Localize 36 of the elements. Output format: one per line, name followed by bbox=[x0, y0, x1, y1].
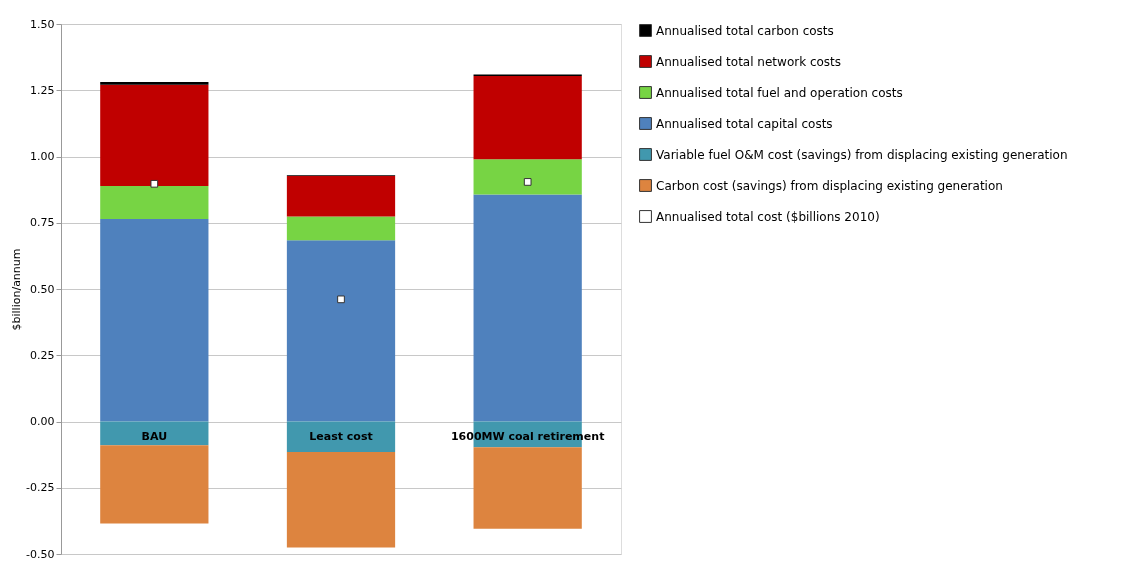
y-tick-label: 0.75 bbox=[30, 216, 55, 230]
bar bbox=[286, 176, 396, 217]
bar bbox=[286, 451, 396, 548]
bar bbox=[286, 216, 396, 241]
y-tick-label: 1.00 bbox=[30, 150, 55, 163]
y-tick-label: 1.25 bbox=[30, 83, 55, 97]
y-tick-label: 0.50 bbox=[30, 282, 55, 296]
y-tick-label: -0.25 bbox=[26, 481, 55, 495]
y-axis-title: $billion/annum bbox=[10, 248, 24, 331]
y-tick-label: 0.00 bbox=[30, 415, 55, 428]
bar bbox=[100, 185, 209, 220]
legend-label: Variable fuel O&M cost (savings) from displacing existing generation bbox=[656, 147, 1068, 162]
bar bbox=[286, 240, 396, 422]
point bbox=[150, 179, 159, 188]
bar bbox=[473, 75, 582, 160]
point bbox=[337, 295, 345, 304]
legend-label: Annualised total network costs bbox=[656, 54, 842, 69]
legend-label: Carbon cost (savings) from displacing existing generation bbox=[656, 178, 1003, 193]
y-tick-label: -0.50 bbox=[26, 547, 55, 561]
bar bbox=[473, 194, 582, 422]
y-tick-label: 0.25 bbox=[30, 348, 55, 362]
legend-label: Annualised total cost ($billions 2010) bbox=[656, 209, 880, 224]
legend-label: Annualised total fuel and operation costs bbox=[656, 85, 903, 100]
bar bbox=[100, 445, 209, 524]
point bbox=[523, 178, 532, 186]
bar bbox=[100, 421, 209, 446]
y-tick-label: 1.50 bbox=[30, 17, 55, 31]
x-tick-label: Least cost bbox=[309, 430, 373, 443]
bar bbox=[100, 219, 209, 422]
bar bbox=[473, 447, 582, 529]
bar bbox=[473, 159, 582, 195]
bar bbox=[100, 84, 209, 186]
x-tick-label: BAU bbox=[141, 430, 168, 443]
bar bbox=[100, 82, 209, 85]
legend-label: Annualised total capital costs bbox=[656, 116, 833, 131]
legend-label: Annualised total carbon costs bbox=[656, 23, 834, 38]
